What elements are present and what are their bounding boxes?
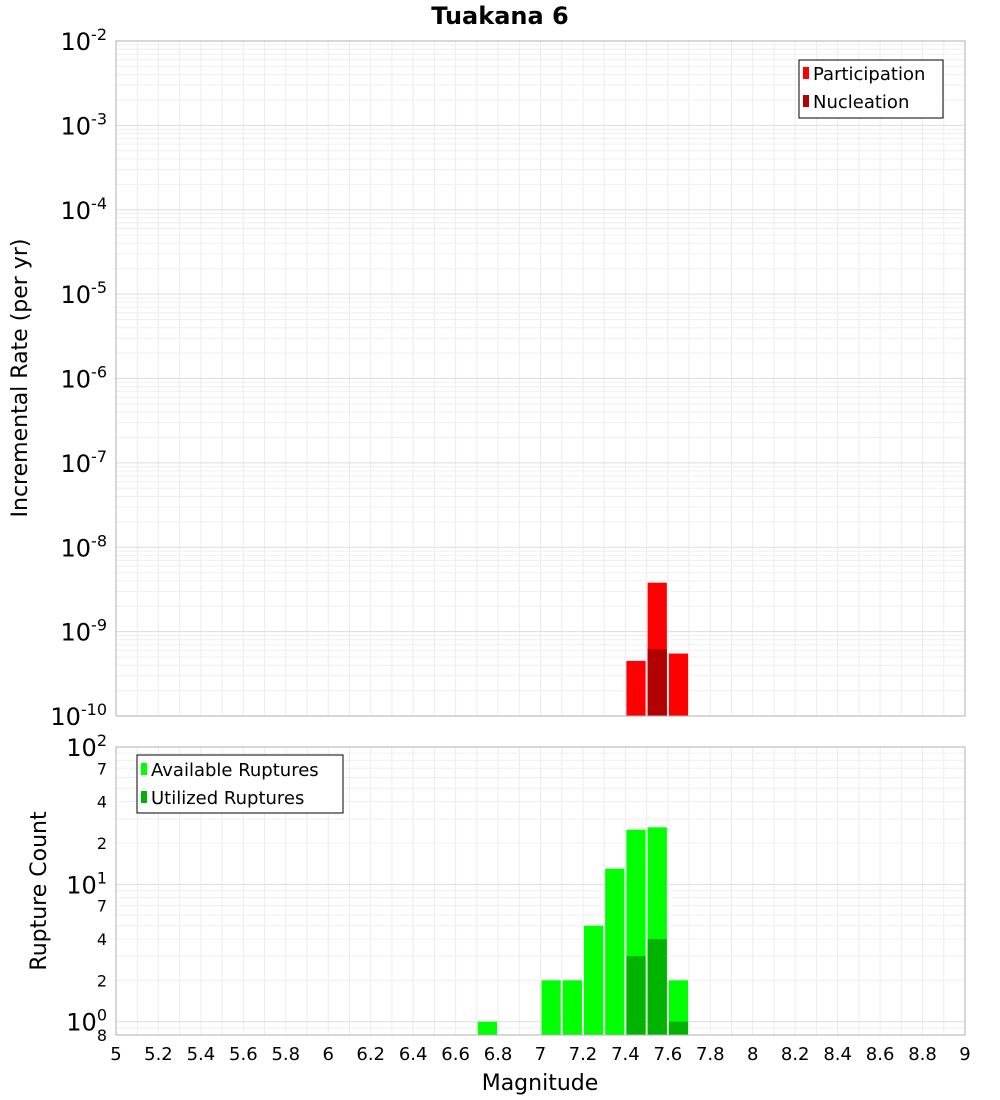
utilized-legend-swatch [141, 791, 147, 803]
x-tick-label: 8.6 [866, 1044, 895, 1065]
x-tick-label: 7.6 [654, 1044, 683, 1065]
count-y-tick-label: 7 [97, 897, 107, 916]
available-ruptures-bar [605, 868, 625, 1035]
x-tick-label: 7.4 [611, 1044, 640, 1065]
count-y-tick-label: 7 [97, 759, 107, 778]
x-tick-label: 6.4 [399, 1044, 428, 1065]
rate-grid [115, 40, 966, 717]
rate-y-tick-label: 10-6 [61, 363, 108, 394]
x-tick-label: 7 [535, 1044, 546, 1065]
x-tick-label: 7.2 [569, 1044, 598, 1065]
utilized-ruptures-bar [647, 939, 667, 1035]
rate-legend-box [798, 59, 944, 119]
x-tick-label: 8.8 [908, 1044, 937, 1065]
x-tick-label: 8 [747, 1044, 758, 1065]
rate-y-tick-label: 10-4 [61, 194, 108, 225]
participation-legend-label: Participation [813, 64, 925, 85]
rate-y-tick-label: 10-3 [61, 109, 108, 140]
utilized-ruptures-bar [668, 1021, 689, 1035]
x-tick-label: 7.8 [696, 1044, 725, 1065]
nucleation-legend-label: Nucleation [813, 92, 909, 113]
available-ruptures-bar [562, 980, 582, 1035]
rate-y-tick-label: 10-5 [61, 278, 108, 309]
x-axis-ticks: 5 5.2 5.4 5.6 5.8 6 6.2 6.4 6.6 6.8 7 7.2 7.4 7.6 7.8 8… [110, 1044, 970, 1065]
x-tick-label: 5.6 [229, 1044, 258, 1065]
rate-plot-border [115, 40, 966, 717]
participation-legend-swatch [803, 67, 809, 79]
rate-y-tick-label: 10-2 [61, 25, 108, 56]
rate-legend: Participation Nucleation [798, 59, 944, 119]
count-legend: Available Ruptures Utilized Ruptures [136, 754, 344, 814]
count-y-tick-label: 100 [66, 1006, 107, 1037]
participation-bar [668, 653, 689, 716]
available-legend-label: Available Ruptures [151, 760, 319, 781]
x-axis-label: Magnitude [482, 1071, 599, 1096]
rate-y-axis-label: Incremental Rate (per yr) [8, 239, 33, 518]
rate-y-ticks: 10-2 10-3 10-4 10-5 10-6 10-7 10-8 10-9 10-10 [50, 25, 107, 731]
x-tick-label: 6 [323, 1044, 334, 1065]
count-y-axis-label: Rupture Count [27, 811, 52, 971]
count-y-tick-label: 102 [66, 731, 107, 762]
count-bars [477, 827, 689, 1035]
x-tick-label: 6.6 [441, 1044, 470, 1065]
rate-bars [626, 582, 689, 716]
participation-bar [626, 660, 646, 716]
x-tick-label: 9 [959, 1044, 970, 1065]
rate-y-tick-label: 10-7 [61, 447, 108, 478]
available-ruptures-bar [668, 980, 689, 1035]
count-legend-box [136, 754, 344, 814]
x-tick-label: 5.4 [187, 1044, 216, 1065]
x-tick-label: 6.8 [484, 1044, 513, 1065]
count-y-tick-label: 8 [97, 1026, 107, 1045]
available-ruptures-bar [583, 925, 604, 1035]
x-tick-label: 8.2 [781, 1044, 810, 1065]
count-y-tick-label: 4 [97, 930, 107, 949]
rate-y-tick-label: 10-8 [61, 531, 108, 562]
rate-panel: 10-2 10-3 10-4 10-5 10-6 10-7 10-8 10-9 10-10 In… [8, 25, 966, 731]
x-tick-label: 5 [110, 1044, 121, 1065]
rate-y-tick-label: 10-10 [50, 700, 107, 731]
rate-y-tick-label: 10-9 [61, 616, 108, 647]
chart-title: Tuakana 6 [431, 2, 569, 30]
x-tick-label: 5.2 [144, 1044, 173, 1065]
count-plot-border [115, 746, 966, 1036]
x-tick-label: 6.2 [356, 1044, 385, 1065]
count-y-tick-label: 4 [97, 793, 107, 812]
x-tick-label: 5.8 [271, 1044, 300, 1065]
count-y-tick-label: 101 [66, 868, 107, 899]
available-ruptures-bar [541, 980, 561, 1035]
available-legend-swatch [141, 763, 147, 775]
count-y-tick-label: 2 [97, 971, 107, 990]
available-ruptures-bar [477, 1021, 498, 1035]
utilized-ruptures-bar [626, 956, 646, 1035]
nucleation-legend-swatch [803, 95, 809, 107]
x-tick-label: 8.4 [823, 1044, 852, 1065]
utilized-legend-label: Utilized Ruptures [151, 788, 304, 809]
count-y-tick-label: 2 [97, 834, 107, 853]
nucleation-bar [647, 649, 667, 716]
